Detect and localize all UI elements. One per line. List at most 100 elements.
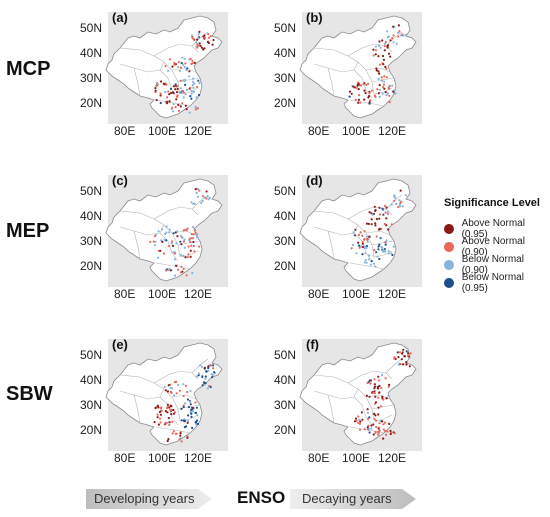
lat-tick-label: 50N	[79, 348, 102, 362]
station-dot	[388, 383, 391, 386]
station-dot	[194, 411, 198, 414]
station-dot	[358, 418, 361, 421]
station-dot	[358, 246, 361, 249]
station-dot	[176, 235, 179, 238]
station-dot	[378, 227, 381, 230]
station-dot	[391, 253, 394, 257]
station-dot	[194, 401, 197, 404]
station-dot	[174, 83, 177, 86]
station-dot	[370, 260, 373, 263]
station-dot	[383, 49, 386, 52]
lat-tick-label: 20N	[79, 423, 102, 437]
station-dot	[372, 423, 375, 426]
station-dot	[209, 385, 212, 389]
station-dot	[189, 255, 192, 258]
station-dot	[198, 245, 201, 248]
china-map-c	[105, 175, 228, 287]
station-dot	[378, 88, 381, 91]
station-dot	[182, 254, 185, 258]
station-dot	[203, 381, 206, 384]
station-dot	[192, 244, 195, 248]
station-dot	[357, 233, 360, 236]
station-dot	[355, 252, 358, 255]
station-dot	[185, 88, 188, 91]
map-panel-e: (e) 50N 40N 30N 20N 80E 100E 120E	[68, 335, 248, 475]
station-dot	[184, 256, 187, 259]
station-dot	[358, 422, 362, 425]
china-map-a	[105, 12, 228, 124]
station-dot	[353, 420, 357, 423]
station-dot	[191, 406, 194, 409]
station-dot	[384, 250, 387, 253]
station-dot	[373, 387, 376, 390]
station-dot	[211, 376, 214, 379]
station-dot	[170, 408, 173, 411]
station-dot	[186, 436, 189, 439]
station-dot	[382, 428, 385, 431]
station-dot	[386, 92, 390, 95]
legend-label-below-95: Below Normal (0.95)	[461, 272, 524, 294]
station-dot	[211, 364, 215, 367]
station-dot	[205, 190, 208, 193]
station-dot	[378, 243, 381, 246]
station-dot	[201, 195, 205, 198]
lat-tick-label: 50N	[79, 21, 102, 35]
station-dot	[187, 414, 190, 417]
station-dot	[173, 61, 176, 64]
station-dot	[374, 209, 377, 212]
province-border	[313, 374, 359, 400]
station-dot	[166, 390, 169, 393]
station-dot	[173, 258, 176, 261]
station-dot	[173, 63, 176, 66]
station-dot	[168, 93, 171, 96]
station-dot	[190, 412, 193, 415]
station-dot	[184, 78, 187, 81]
station-dot	[196, 233, 199, 236]
station-dot	[405, 350, 408, 353]
panel-label-b: (b)	[306, 10, 323, 25]
station-dot	[183, 238, 186, 241]
station-dot	[179, 87, 183, 90]
province-border	[365, 67, 391, 73]
station-dot	[168, 267, 171, 271]
map-panel-c: (c) 50N 40N 30N 20N 80E 100E 120E	[68, 171, 248, 311]
station-dot	[397, 206, 400, 209]
station-dot	[351, 243, 355, 246]
lat-tick-label: 40N	[79, 373, 102, 387]
station-dot	[377, 70, 380, 73]
station-dot	[178, 69, 182, 72]
station-dot	[379, 46, 382, 49]
station-dot	[393, 199, 396, 202]
station-dot	[392, 41, 395, 44]
station-dot	[197, 374, 200, 377]
station-dot	[191, 272, 194, 275]
station-dot	[186, 67, 189, 70]
province-border	[385, 358, 403, 374]
station-dot	[182, 383, 185, 386]
station-dot	[375, 67, 378, 70]
lat-tick-label: 50N	[273, 184, 296, 198]
station-dot	[196, 422, 200, 425]
station-dot	[183, 57, 186, 61]
station-dot	[196, 188, 200, 191]
row-label-mep: MEP	[6, 220, 50, 242]
station-dot	[361, 246, 364, 249]
lon-tick-label: 100E	[342, 287, 371, 301]
station-dot	[384, 429, 387, 433]
station-dot	[190, 201, 193, 204]
station-dot	[154, 89, 157, 92]
legend-swatch-above-95	[444, 224, 454, 234]
station-dot	[378, 206, 381, 209]
station-dot	[359, 101, 362, 104]
station-dot	[182, 96, 185, 99]
station-dot	[190, 410, 193, 413]
station-dot	[400, 358, 403, 361]
station-dot	[191, 84, 194, 87]
station-dot	[149, 240, 152, 243]
station-dot	[374, 222, 377, 225]
station-dot	[365, 235, 368, 238]
station-dot	[374, 265, 377, 268]
station-dot	[182, 91, 185, 94]
station-dot	[200, 201, 203, 204]
station-dot	[370, 424, 373, 427]
